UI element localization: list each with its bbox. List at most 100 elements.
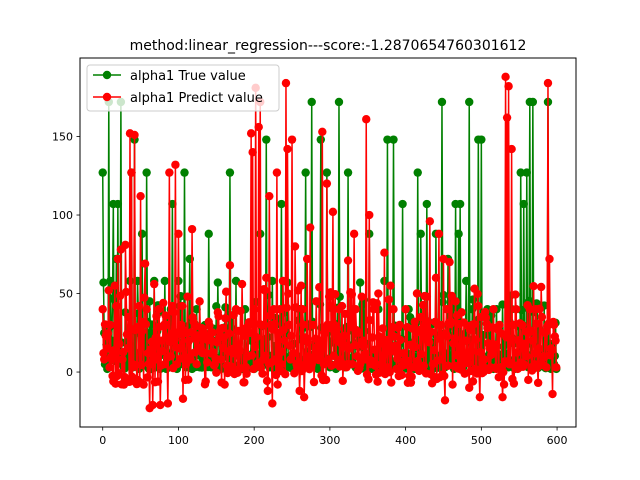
- data-point: [355, 278, 365, 287]
- data-point: [477, 135, 486, 144]
- data-point: [301, 168, 310, 177]
- data-point: [318, 127, 327, 136]
- data-point: [450, 334, 460, 343]
- data-point: [153, 377, 163, 386]
- data-point: [252, 333, 261, 342]
- data-point: [170, 335, 179, 344]
- data-point: [442, 305, 451, 314]
- data-point: [471, 335, 481, 344]
- data-point: [107, 355, 117, 364]
- data-point: [112, 301, 121, 311]
- legend-entry-true: alpha1 True value: [93, 69, 246, 84]
- data-point: [156, 400, 165, 410]
- data-point: [118, 355, 127, 364]
- data-point: [325, 301, 335, 311]
- data-point: [467, 347, 476, 356]
- data-point: [204, 229, 213, 239]
- data-point: [383, 135, 392, 144]
- data-point: [136, 191, 145, 201]
- x-tick-label: 100: [168, 434, 189, 447]
- data-point: [343, 168, 353, 177]
- data-point: [279, 325, 288, 335]
- data-point: [203, 358, 212, 367]
- data-point: [425, 217, 435, 226]
- x-tick-label: 600: [547, 434, 568, 447]
- data-point: [246, 319, 255, 329]
- data-point: [221, 314, 230, 323]
- data-point: [280, 336, 289, 345]
- data-point: [153, 355, 162, 364]
- data-point: [521, 344, 530, 353]
- data-point: [148, 400, 157, 410]
- data-point: [552, 363, 561, 372]
- data-point: [465, 383, 474, 392]
- data-point: [287, 331, 296, 340]
- data-point: [269, 305, 279, 314]
- data-point: [437, 355, 447, 364]
- axes-frame: [79, 57, 577, 428]
- data-point: [501, 72, 510, 82]
- data-point: [284, 320, 294, 330]
- legend-entry-predict: alpha1 Predict value: [93, 91, 263, 106]
- data-point: [364, 375, 373, 384]
- data-point: [462, 276, 471, 286]
- data-point: [175, 344, 185, 353]
- data-point: [387, 378, 396, 387]
- data-point: [330, 290, 340, 299]
- data-point: [422, 199, 432, 209]
- data-point: [248, 148, 257, 157]
- data-point: [495, 320, 504, 330]
- data-point: [290, 242, 300, 251]
- data-point: [446, 317, 456, 326]
- data-point: [150, 279, 159, 289]
- data-point: [508, 320, 518, 330]
- data-point: [413, 168, 422, 177]
- data-point: [130, 130, 139, 140]
- data-point: [260, 286, 269, 295]
- data-point: [476, 347, 485, 357]
- data-point: [374, 289, 383, 298]
- data-point: [416, 312, 425, 322]
- data-point: [137, 229, 147, 239]
- data-point: [386, 281, 395, 290]
- data-point: [315, 348, 325, 357]
- data-point: [448, 380, 457, 389]
- legend-label-true: alpha1 True value: [130, 69, 246, 84]
- data-point: [187, 224, 197, 234]
- data-point: [399, 348, 408, 358]
- data-point: [129, 362, 138, 371]
- data-point: [214, 312, 223, 321]
- x-tick-label: 300: [319, 434, 340, 447]
- data-point: [437, 320, 446, 330]
- x-axis: 0 100 200 300 400 500 600: [99, 427, 568, 447]
- legend-marker-predict: [102, 92, 112, 102]
- data-point: [389, 135, 398, 144]
- data-point: [506, 334, 516, 344]
- data-point: [511, 290, 520, 299]
- data-point: [419, 361, 428, 370]
- data-point: [380, 248, 389, 257]
- data-point: [249, 305, 259, 314]
- data-point: [474, 301, 483, 311]
- data-point: [271, 355, 280, 364]
- data-point: [103, 344, 112, 353]
- data-point: [504, 82, 513, 91]
- data-point: [106, 320, 115, 330]
- data-point: [410, 317, 419, 326]
- data-point: [291, 303, 301, 312]
- data-point: [121, 287, 131, 297]
- data-point: [146, 328, 155, 337]
- data-point: [213, 278, 223, 287]
- data-point: [340, 331, 349, 341]
- data-point: [110, 281, 120, 290]
- data-point: [184, 375, 193, 384]
- data-point: [451, 297, 460, 306]
- data-point: [384, 295, 394, 304]
- data-point: [502, 113, 512, 122]
- data-point: [390, 341, 400, 351]
- data-point: [322, 179, 332, 188]
- data-point: [205, 321, 214, 330]
- data-point: [272, 168, 282, 177]
- data-point: [533, 378, 543, 388]
- data-point: [114, 368, 123, 378]
